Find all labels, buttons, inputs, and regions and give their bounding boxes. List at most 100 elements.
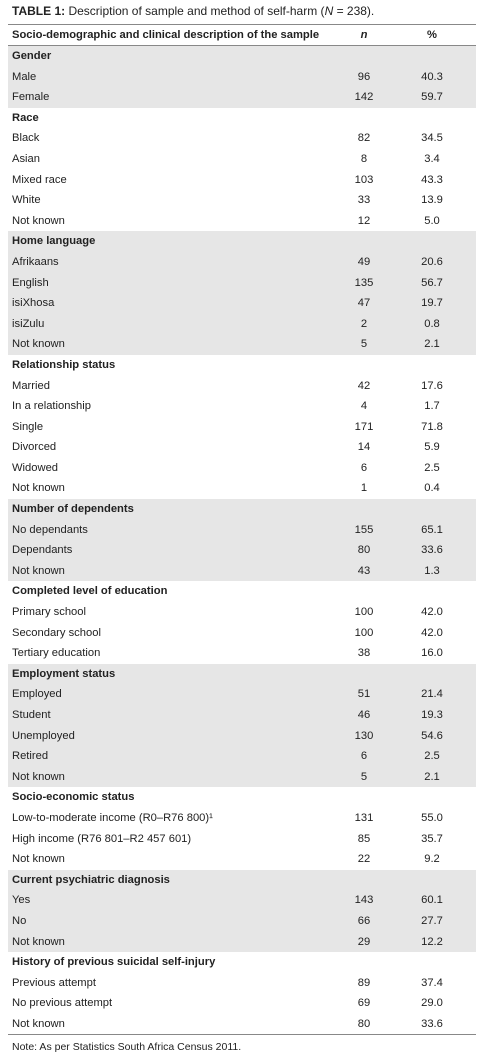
cell: Secondary school	[12, 626, 101, 639]
data-row: Single 171 71.8	[8, 417, 476, 438]
cell: 4	[360, 400, 368, 413]
header-cell: Socio-demographic and clinical descripti…	[12, 29, 320, 41]
section-row: Relationship status	[8, 355, 476, 376]
cell: 96	[357, 70, 371, 83]
section-heading: Home language	[12, 235, 96, 248]
data-row: High income (R76 801–R2 457 601) 85 35.7	[8, 829, 476, 850]
cell: 65.1	[421, 523, 443, 536]
section-row: Number of dependents	[8, 499, 476, 520]
cell: 0.4	[424, 482, 440, 495]
cell: Student	[12, 709, 51, 721]
data-row: Asian 8 3.4	[8, 149, 476, 170]
cell: 54.6	[421, 729, 443, 742]
cell: Not known	[12, 214, 65, 227]
section-heading: History of previous suicidal self-injury	[12, 956, 216, 969]
cell: Not known	[12, 935, 65, 948]
data-row: No 66 27.7	[8, 910, 476, 932]
data-row: Primary school 100 42.0	[8, 602, 476, 623]
section-heading: Employment status	[12, 667, 116, 680]
cell: 21.4	[421, 688, 443, 701]
cell: 89	[357, 976, 371, 989]
data-row: Mixed race 103 43.3	[8, 170, 476, 191]
cell: 17.6	[421, 379, 443, 392]
section-row: Home language	[8, 231, 476, 252]
cell: No	[12, 914, 27, 927]
cell: Single	[12, 420, 44, 433]
cell: Primary school	[12, 606, 86, 619]
title-text: = 238).	[333, 4, 375, 18]
cell: 56.7	[421, 276, 443, 289]
cell: 143	[354, 894, 374, 907]
cell: 20.6	[421, 255, 443, 268]
cell: Black	[12, 132, 40, 145]
data-row: No previous attempt 69 29.0	[8, 993, 476, 1014]
table: Socio-demographic and clinical descripti…	[8, 24, 476, 1035]
cell: 29	[357, 935, 371, 948]
cell: 131	[354, 811, 374, 824]
cell: 42.0	[421, 626, 443, 639]
header-row: Socio-demographic and clinical descripti…	[8, 24, 476, 46]
data-row: Secondary school 100 42.0	[8, 623, 476, 644]
data-row: Unemployed 130 54.6	[8, 725, 476, 747]
cell: 43.3	[421, 173, 443, 186]
cell: Afrikaans	[12, 255, 59, 268]
cell: 12.2	[421, 935, 443, 948]
data-row: White 33 13.9	[8, 190, 476, 211]
data-row: Student 46 19.3	[8, 705, 476, 726]
cell: 34.5	[421, 132, 443, 145]
cell: English	[12, 276, 49, 289]
cell: In a relationship	[12, 400, 91, 413]
cell: 171	[354, 420, 374, 433]
data-row: Married 42 17.6	[8, 376, 476, 397]
data-row: Afrikaans 49 20.6	[8, 251, 476, 273]
data-row: isiZulu 2 0.8	[8, 313, 476, 335]
cell: 1.7	[424, 400, 440, 413]
data-row: Not known 5 2.1	[8, 334, 476, 355]
cell: 5.0	[424, 214, 440, 227]
section-row: Race	[8, 108, 476, 129]
data-row: Not known 12 5.0	[8, 211, 476, 232]
cell: 55.0	[421, 811, 443, 824]
cell: 13.9	[421, 194, 443, 207]
cell: 6	[360, 750, 368, 763]
data-row: Retired 6 2.5	[8, 746, 476, 767]
data-row: Black 82 34.5	[8, 128, 476, 149]
data-row: In a relationship 4 1.7	[8, 396, 476, 417]
cell: Not known	[12, 564, 65, 577]
cell: 49	[357, 255, 371, 268]
cell: Previous attempt	[12, 976, 96, 989]
data-row: English 135 56.7	[8, 272, 476, 294]
section-heading: Number of dependents	[12, 503, 134, 516]
data-row: Previous attempt 89 37.4	[8, 973, 476, 994]
data-row: No dependants 155 65.1	[8, 519, 476, 541]
header-cell: n	[360, 29, 368, 41]
section-row: Completed level of education	[8, 581, 476, 602]
cell: 59.7	[421, 91, 443, 104]
cell: High income (R76 801–R2 457 601)	[12, 832, 192, 845]
cell: 51	[357, 688, 371, 701]
cell: Not known	[12, 482, 65, 495]
section-row: Current psychiatric diagnosis	[8, 869, 476, 891]
cell: Tertiary education	[12, 647, 101, 660]
cell: 2.5	[424, 461, 440, 474]
cell: 29.0	[421, 997, 443, 1010]
data-row: Not known 1 0.4	[8, 478, 476, 499]
data-row: Employed 51 21.4	[8, 684, 476, 705]
section-heading: Completed level of education	[12, 585, 168, 598]
data-row: Low-to-moderate income (R0–R76 800)¹ 131 5…	[8, 808, 476, 829]
cell: 1	[360, 482, 368, 495]
cell: Female	[12, 91, 50, 104]
cell: 33	[357, 194, 371, 207]
cell: 5.9	[424, 441, 440, 454]
data-row: Yes 143 60.1	[8, 890, 476, 911]
cell: 38	[357, 647, 371, 660]
section-row: Gender	[8, 46, 476, 67]
cell: 80	[357, 544, 371, 557]
section-row: History of previous suicidal self-injury	[8, 952, 476, 973]
cell: Low-to-moderate income (R0–R76 800)¹	[12, 811, 213, 824]
data-row: Dependants 80 33.6	[8, 540, 476, 561]
cell: 6	[360, 461, 368, 474]
cell: 42.0	[421, 606, 443, 619]
cell: 5	[360, 770, 368, 783]
